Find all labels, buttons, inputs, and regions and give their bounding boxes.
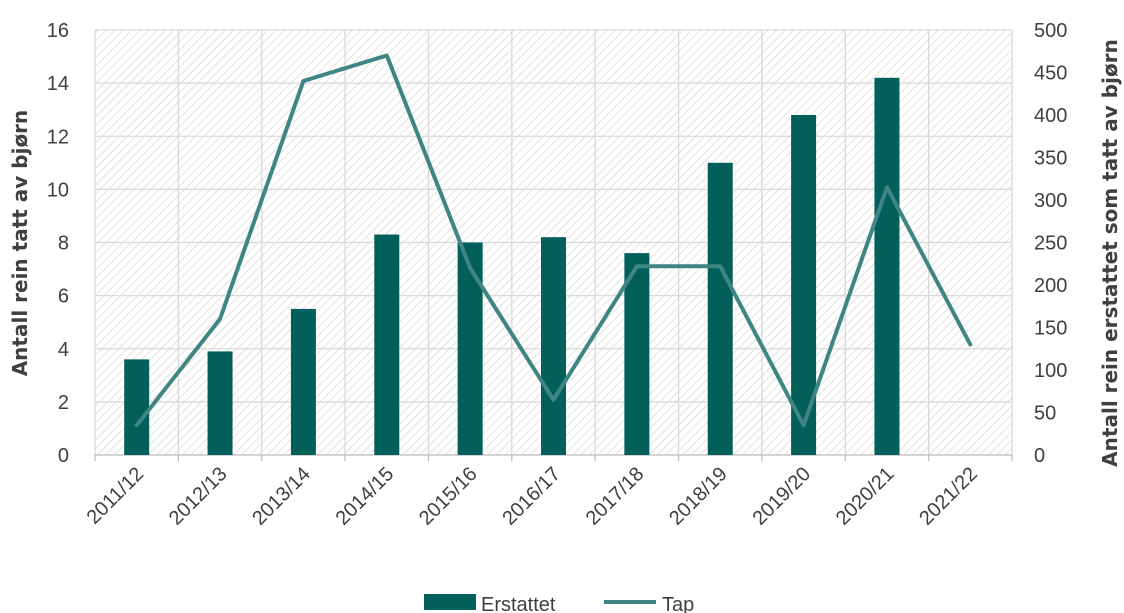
x-tick-label: 2012/13 [165,463,232,530]
x-tick-label: 2013/14 [248,463,315,530]
y-tick-label: 8 [58,233,69,255]
y2-tick-label: 450 [1034,63,1067,85]
bar-series-erstattet [124,77,900,455]
y2-tick-label: 0 [1034,445,1045,467]
y-tick-label: 6 [58,286,69,308]
bar-erstattet-2018/19 [707,162,733,455]
x-tick-label: 2016/17 [498,463,565,530]
line-tap [134,53,973,428]
legend-label-tap: Tap [662,594,694,613]
line-series-tap [134,53,973,428]
x-axis-ticks: 2011/12 2012/13 2013/14 2014/15 2015/16 2016/… [83,463,982,530]
y2-tick-label: 300 [1034,190,1067,212]
bar-erstattet-2014/15 [374,234,400,455]
x-tick-label: 2020/21 [832,463,899,530]
y-tick-label: 16 [47,20,69,42]
y2-tick-label: 350 [1034,148,1067,170]
x-tick-label: 2014/15 [332,463,399,530]
y-tick-label: 0 [58,445,69,467]
y2-tick-label: 150 [1034,318,1067,340]
bar-erstattet-2012/13 [207,351,233,455]
legend-swatch-erstattet [424,594,476,610]
legend: Erstattet Tap [424,594,694,613]
y2-tick-label: 400 [1034,105,1067,127]
bar-erstattet-2011/12 [124,359,150,455]
y-tick-label: 4 [58,339,69,361]
y-tick-label: 2 [58,392,69,414]
y2-tick-label: 200 [1034,275,1067,297]
x-tick-label: 2018/19 [665,463,732,530]
bar-erstattet-2015/16 [457,242,483,455]
x-tick-label: 2019/20 [748,463,815,530]
y2-tick-label: 100 [1034,360,1067,382]
y-axis-right-ticks: 0 50 100 150 200 250 300 350 400 450 500 [1034,20,1067,467]
y2-tick-label: 500 [1034,20,1067,42]
y-axis-right-title: Antall rein erstattet som tatt av bjørn [1098,39,1122,467]
y2-tick-label: 50 [1034,403,1056,425]
y2-tick-label: 250 [1034,233,1067,255]
x-tick-label: 2011/12 [83,463,149,529]
x-tick-label: 2017/18 [582,463,649,530]
y-axis-left-title: Antall rein tatt av bjørn [8,110,32,377]
bar-erstattet-2017/18 [624,253,650,455]
legend-label-erstattet: Erstattet [481,594,556,613]
bar-erstattet-2013/14 [290,308,316,455]
y-tick-label: 14 [47,73,69,95]
bar-erstattet-2016/17 [541,237,566,455]
x-tick-label: 2021/22 [915,463,982,530]
y-axis-left-ticks: 0 2 4 6 8 10 12 14 16 [47,20,69,467]
gridlines [94,29,1013,461]
x-tick-label: 2015/16 [415,463,482,530]
y-tick-label: 12 [47,126,69,148]
bar-erstattet-2020/21 [874,77,900,455]
y-tick-label: 10 [47,179,69,201]
